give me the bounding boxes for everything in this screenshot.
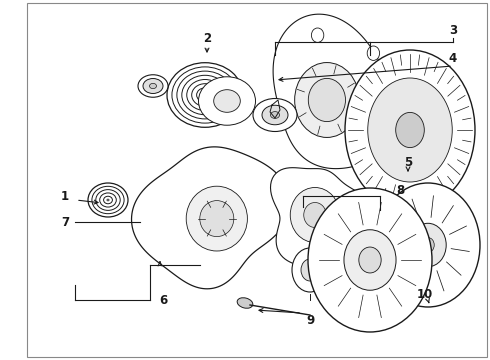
Ellipse shape: [304, 202, 326, 228]
Ellipse shape: [396, 112, 424, 148]
Ellipse shape: [203, 93, 207, 97]
Polygon shape: [131, 147, 290, 289]
Ellipse shape: [410, 223, 446, 267]
Polygon shape: [270, 168, 370, 269]
Ellipse shape: [367, 46, 380, 60]
Ellipse shape: [308, 188, 432, 332]
Text: 8: 8: [396, 184, 404, 197]
Ellipse shape: [312, 28, 324, 42]
Ellipse shape: [294, 63, 359, 138]
Ellipse shape: [262, 105, 288, 125]
Ellipse shape: [368, 78, 452, 182]
Ellipse shape: [88, 183, 128, 217]
Ellipse shape: [198, 77, 255, 125]
Ellipse shape: [186, 186, 247, 251]
Text: 9: 9: [306, 314, 314, 327]
Text: 1: 1: [61, 190, 69, 203]
Ellipse shape: [237, 298, 253, 308]
Ellipse shape: [292, 248, 328, 292]
Ellipse shape: [344, 230, 396, 290]
Text: 3: 3: [449, 23, 457, 36]
Text: 2: 2: [203, 31, 211, 45]
Ellipse shape: [253, 99, 297, 131]
Ellipse shape: [149, 84, 156, 89]
Text: 6: 6: [159, 293, 167, 306]
Text: 10: 10: [417, 288, 433, 302]
Ellipse shape: [359, 247, 381, 273]
Ellipse shape: [308, 78, 345, 122]
Ellipse shape: [138, 75, 168, 97]
Ellipse shape: [301, 259, 319, 281]
Ellipse shape: [270, 112, 280, 118]
Ellipse shape: [143, 78, 163, 94]
Ellipse shape: [290, 188, 340, 243]
Text: 5: 5: [404, 156, 412, 168]
Ellipse shape: [345, 50, 475, 210]
Ellipse shape: [214, 90, 240, 112]
Polygon shape: [273, 14, 406, 168]
Ellipse shape: [200, 201, 234, 237]
Text: 4: 4: [449, 51, 457, 64]
Ellipse shape: [376, 183, 480, 307]
Ellipse shape: [167, 63, 243, 127]
Ellipse shape: [107, 199, 109, 201]
Ellipse shape: [422, 238, 434, 252]
Text: 7: 7: [61, 216, 69, 229]
